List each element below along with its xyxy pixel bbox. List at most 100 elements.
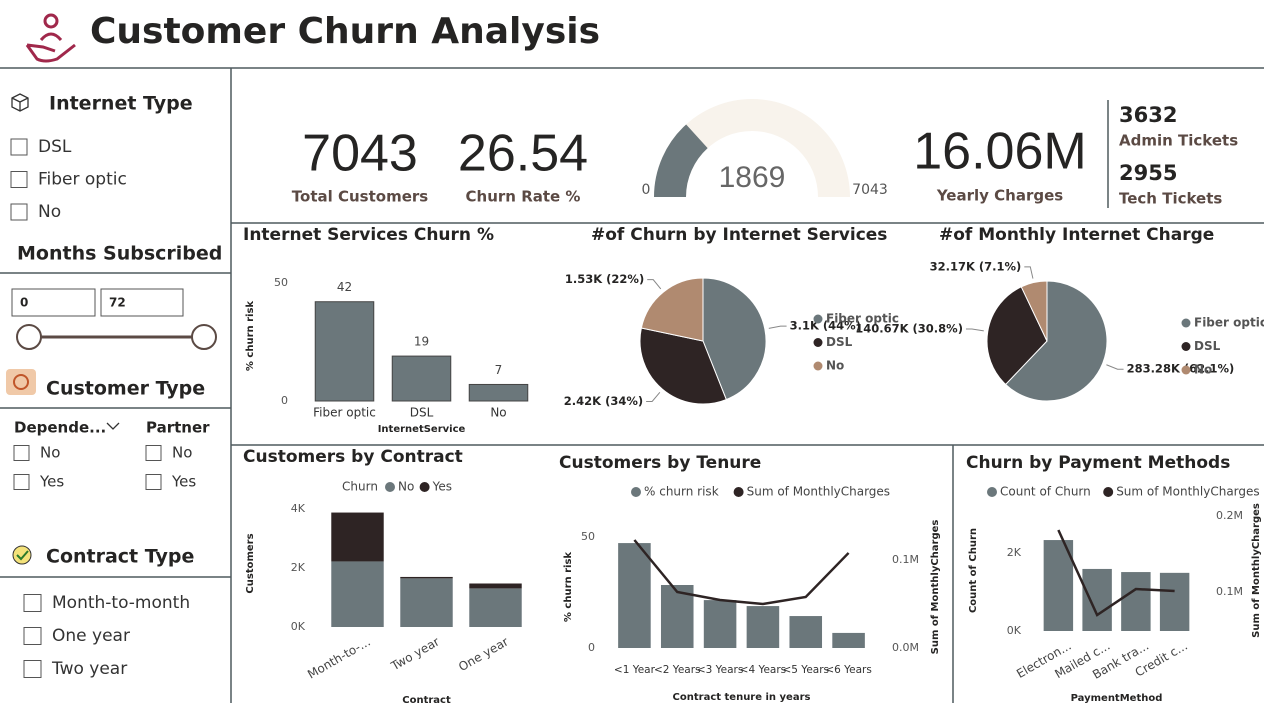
pie-slice <box>986 286 1048 386</box>
bar <box>400 578 453 627</box>
group-title: Partner <box>146 419 210 437</box>
legend-marker <box>813 361 823 371</box>
legend-marker <box>733 487 744 497</box>
leader-line <box>768 325 787 329</box>
checkbox[interactable] <box>23 594 42 612</box>
range-input[interactable] <box>100 288 184 317</box>
checkbox[interactable] <box>145 445 162 461</box>
checkbox[interactable] <box>23 627 42 645</box>
y-axis-label: Customers <box>245 533 256 593</box>
legend-label: Sum of MonthlyCharges <box>747 485 890 499</box>
line <box>633 539 850 606</box>
ticket-label: Tech Tickets <box>1119 190 1222 208</box>
y-tick-label: 0K <box>291 620 306 633</box>
bar <box>314 301 375 402</box>
data-label: 7 <box>495 363 503 377</box>
x-axis-label: InternetService <box>378 424 466 435</box>
kpi-value: 26.54 <box>458 125 588 183</box>
bar <box>703 600 737 648</box>
x-axis-label: Contract tenure in years <box>673 692 811 703</box>
legend-marker <box>813 338 823 347</box>
checkbox[interactable] <box>23 660 42 678</box>
data-label: 283.28K (62.1%) <box>1127 362 1235 376</box>
chart-title: Internet Services Churn % <box>243 225 494 245</box>
range-min: 0 <box>20 296 28 310</box>
legend-label: Fiber optic <box>1194 316 1264 330</box>
x-tick-label: No <box>490 406 506 420</box>
bar <box>468 383 529 402</box>
y-tick-label: 50 <box>581 530 595 543</box>
chart-title: Churn by Payment Methods <box>966 453 1230 473</box>
legend-label: Yes <box>432 480 452 494</box>
y-tick-label: 0K <box>1007 624 1022 637</box>
bar <box>832 632 865 648</box>
legend-marker <box>987 487 997 497</box>
checkbox[interactable] <box>13 445 30 461</box>
x-axis-label: Contract <box>402 695 451 703</box>
logo-icon <box>25 13 76 63</box>
gauge-track <box>654 99 850 197</box>
slider-handle[interactable] <box>191 324 217 350</box>
y-tick-label: 0 <box>588 641 595 654</box>
x-tick-label: <1 Year <box>614 664 656 676</box>
filter-title: Internet Type <box>49 93 193 115</box>
checkbox[interactable] <box>10 203 28 221</box>
y2-axis-label: Sum of MonthlyCharges <box>1251 503 1262 638</box>
bar <box>789 616 823 648</box>
legend-label: No <box>1194 363 1212 377</box>
y-tick-label: 0 <box>281 394 288 407</box>
slider-handle[interactable] <box>16 324 42 350</box>
pie-slice <box>1020 280 1048 342</box>
kpi-label: Yearly Charges <box>936 187 1063 205</box>
checkbox[interactable] <box>10 171 28 188</box>
customer-icon <box>6 369 36 395</box>
option-label: Yes <box>171 473 196 491</box>
data-label: 3.1K (44%) <box>790 319 861 333</box>
chevron[interactable] <box>106 422 120 430</box>
y-axis-label: % churn risk <box>563 552 574 623</box>
x-tick-label: <5 Years <box>782 664 829 676</box>
gauge-value <box>654 124 708 197</box>
y2-tick-label: 0.1M <box>1216 585 1243 598</box>
y2-axis-label: Sum of MonthlyCharges <box>930 520 941 655</box>
contract-icon <box>12 545 32 565</box>
kpi-label: Churn Rate % <box>466 188 581 206</box>
filter-title: Contract Type <box>46 546 194 568</box>
option-label: No <box>40 444 60 462</box>
bar <box>1159 572 1190 631</box>
range-max: 72 <box>109 296 126 310</box>
gauge-label: 1869 <box>719 161 786 194</box>
bar <box>660 585 694 648</box>
option-label: Fiber optic <box>38 170 127 190</box>
x-tick-label: <2 Years <box>654 664 701 676</box>
bar <box>331 561 384 627</box>
bar <box>746 606 780 648</box>
y2-tick-label: 0.2M <box>1216 509 1243 522</box>
y-tick-label: 2K <box>291 561 306 574</box>
bar <box>618 543 651 648</box>
bar <box>1121 572 1151 631</box>
filter-title: Customer Type <box>46 378 205 400</box>
data-label: 2.42K (34%) <box>564 394 643 408</box>
bar <box>400 576 453 579</box>
legend-label: Count of Churn <box>1000 485 1091 499</box>
bar <box>331 512 384 562</box>
chart-title: Customers by Contract <box>243 447 463 467</box>
bar <box>469 583 522 589</box>
checkbox[interactable] <box>145 474 162 490</box>
ticket-value: 3632 <box>1119 103 1177 127</box>
data-label: 32.17K (7.1%) <box>930 259 1022 273</box>
range-input[interactable] <box>11 288 96 317</box>
checkbox[interactable] <box>13 474 30 490</box>
filter-title: Months Subscribed <box>17 243 222 265</box>
bar <box>391 355 452 402</box>
legend-label: Sum of MonthlyCharges <box>1116 485 1259 499</box>
x-axis-label: PaymentMethod <box>1071 693 1163 703</box>
chart-title: Customers by Tenure <box>559 453 761 473</box>
checkbox[interactable] <box>10 138 28 156</box>
legend-marker <box>419 482 430 492</box>
legend-label: % churn risk <box>644 485 719 499</box>
data-label: 42 <box>337 280 352 294</box>
option-label: No <box>38 202 61 222</box>
chart-title: #of Churn by Internet Services <box>591 225 887 245</box>
